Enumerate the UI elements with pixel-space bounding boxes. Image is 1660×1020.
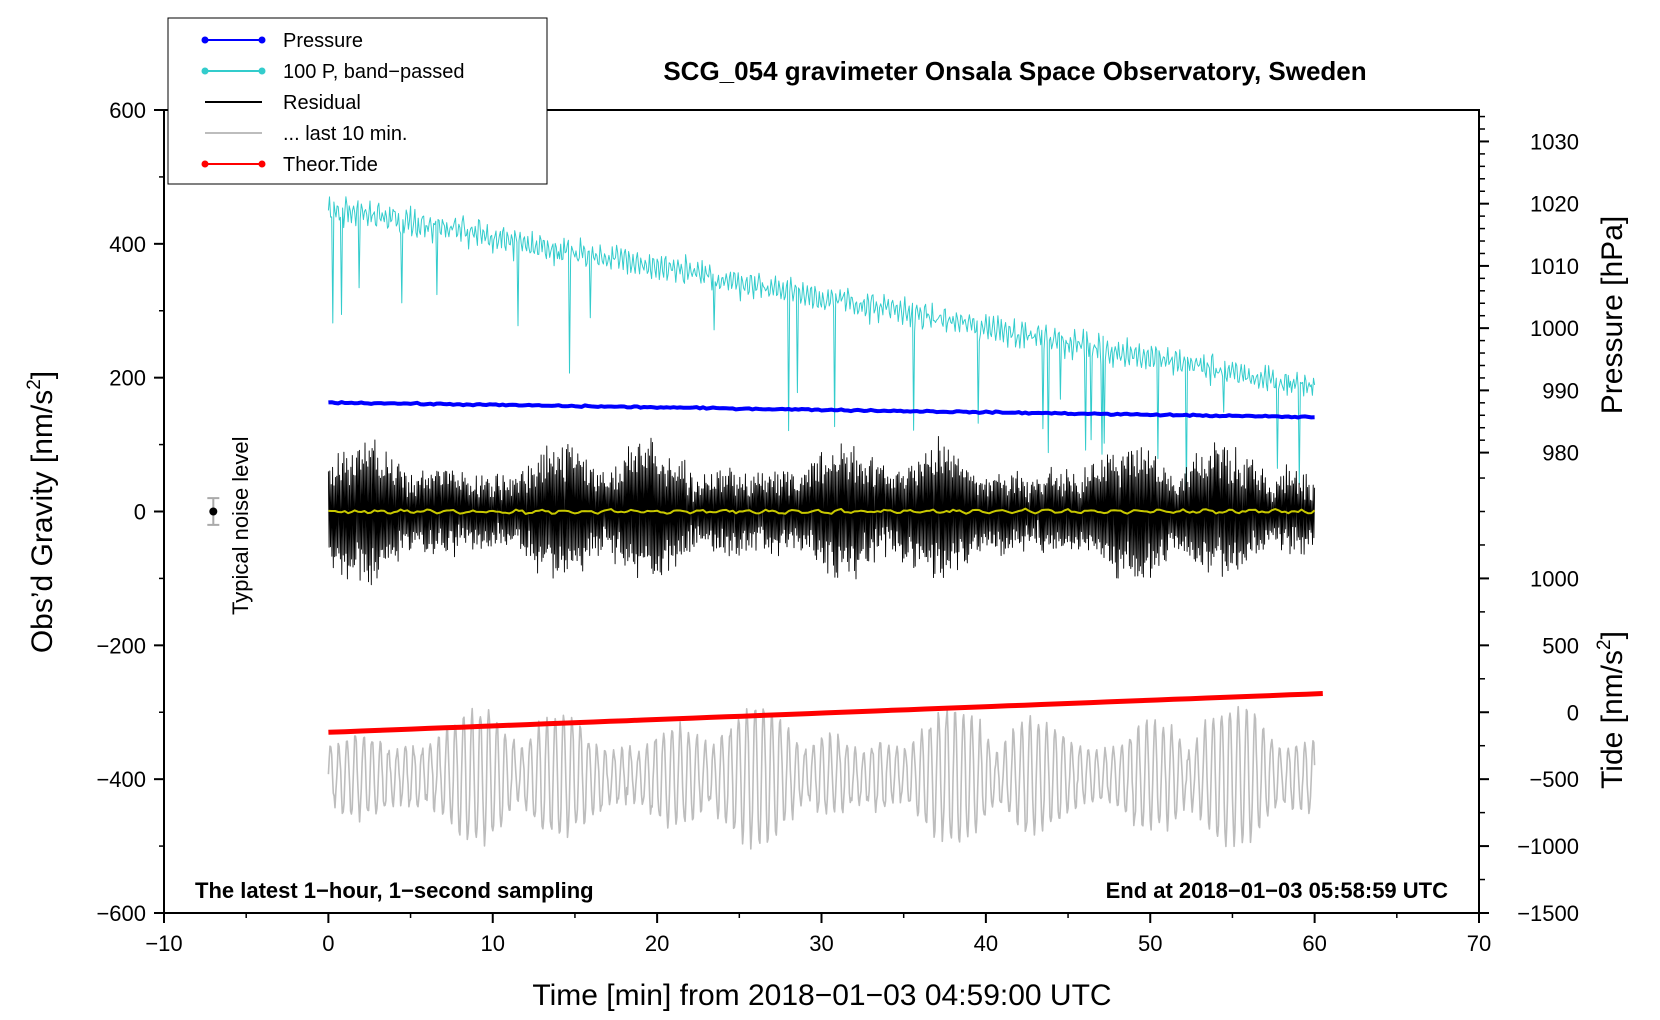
chart-title: SCG_054 gravimeter Onsala Space Observat…	[663, 56, 1366, 86]
legend: Pressure 100 P, band−passed Residual ... la…	[167, 17, 548, 185]
x-tick-label: 0	[322, 931, 334, 956]
legend-marker	[258, 36, 266, 44]
x-tick-label: 40	[974, 931, 998, 956]
theoretical-tide-line	[328, 691, 1323, 735]
noise-label: Typical noise level	[228, 436, 253, 615]
legend-marker	[201, 36, 209, 44]
noise-marker	[207, 497, 220, 526]
pressure-tick-label: 980	[1542, 441, 1579, 466]
pressure-tick-label: 1010	[1530, 254, 1579, 279]
x-tick-label: −10	[145, 931, 182, 956]
legend-marker	[258, 160, 266, 168]
legend-label: 100 P, band−passed	[283, 61, 464, 83]
tide-tick-label: −1000	[1517, 834, 1579, 859]
band-passed-pressure-line	[327, 196, 1316, 500]
x-tick-label: 10	[481, 931, 505, 956]
series-layer	[327, 196, 1323, 850]
pressure-tick-label: 1000	[1530, 316, 1579, 341]
pressure-line	[328, 400, 1315, 420]
legend-items: Pressure 100 P, band−passed Residual ... la…	[201, 30, 464, 176]
axis-layer: −10 0 10 20 30 40 50 60 70−600−400−2000200400600…	[96, 98, 1579, 956]
x-tick-label: 70	[1467, 931, 1491, 956]
x-axis-title: Time [min] from 2018−01−03 04:59:00 UTC	[532, 979, 1111, 1012]
noise-point	[209, 507, 218, 516]
tide-tick-label: 500	[1542, 633, 1579, 658]
y-tick-label: 600	[109, 98, 146, 123]
y-tick-label: 200	[109, 366, 146, 391]
legend-marker	[201, 160, 209, 168]
pressure-tick-label: 1020	[1530, 192, 1579, 217]
y-tick-label: 400	[109, 232, 146, 257]
sampling-note: The latest 1−hour, 1−second sampling	[195, 878, 594, 903]
pressure-axis-title: Pressure [hPa]	[1596, 216, 1629, 414]
residual-mean-line	[328, 507, 1316, 515]
last-10-min-line	[327, 705, 1316, 850]
tide-tick-label: 0	[1567, 700, 1579, 725]
x-tick-label: 30	[809, 931, 833, 956]
residual-line	[327, 435, 1316, 586]
y-tick-label: −200	[96, 633, 146, 658]
pressure-tick-label: 1030	[1530, 129, 1579, 154]
tide-axis-title: Tide [nm/s2]	[1594, 631, 1629, 789]
tide-tick-label: −1500	[1517, 901, 1579, 926]
legend-marker	[201, 67, 209, 75]
y-axis-title: Obs’d Gravity [nm/s2]	[24, 371, 59, 653]
tide-tick-label: −500	[1529, 767, 1579, 792]
legend-label: Pressure	[283, 30, 363, 52]
legend-label: ... last 10 min.	[283, 123, 408, 145]
legend-label: Residual	[283, 92, 361, 114]
x-tick-label: 20	[645, 931, 669, 956]
tide-tick-label: 1000	[1530, 566, 1579, 591]
legend-label: Theor.Tide	[283, 154, 378, 176]
pressure-tick-label: 990	[1542, 378, 1579, 403]
end-time-note: End at 2018−01−03 05:58:59 UTC	[1106, 878, 1449, 903]
y-tick-label: 0	[134, 500, 146, 525]
x-tick-label: 60	[1302, 931, 1326, 956]
x-tick-label: 50	[1138, 931, 1162, 956]
legend-marker	[258, 67, 266, 75]
y-tick-label: −400	[96, 767, 146, 792]
y-tick-label: −600	[96, 901, 146, 926]
